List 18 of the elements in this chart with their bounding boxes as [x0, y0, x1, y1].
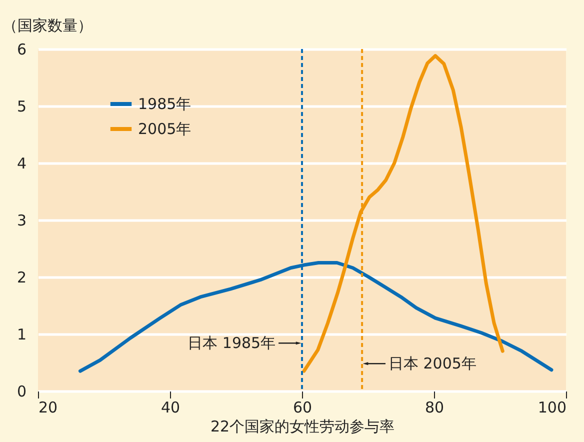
- x-tick-label: 40: [160, 398, 180, 416]
- y-axis-title: （国家数量）: [2, 16, 92, 34]
- y-tick-label: 6: [16, 40, 26, 58]
- y-tick-label: 2: [16, 268, 26, 286]
- ref-line-label: 日本 2005年: [388, 354, 476, 373]
- x-tick-label: 20: [38, 398, 58, 416]
- y-tick-label: 1: [16, 326, 26, 344]
- legend-label: 1985年: [138, 95, 192, 113]
- y-tick-label: 4: [16, 154, 26, 172]
- x-axis-title: 22个国家的女性劳动参与率: [210, 418, 395, 436]
- legend-label: 2005年: [138, 120, 192, 138]
- x-tick-label: 100: [538, 398, 566, 416]
- x-tick-label: 80: [424, 398, 444, 416]
- x-tick-label: 60: [292, 398, 312, 416]
- y-tick-label: 3: [16, 212, 26, 230]
- y-tick-label: 5: [16, 98, 26, 116]
- y-tick-label: 0: [16, 382, 26, 400]
- ref-line-label: 日本 1985年: [188, 334, 276, 352]
